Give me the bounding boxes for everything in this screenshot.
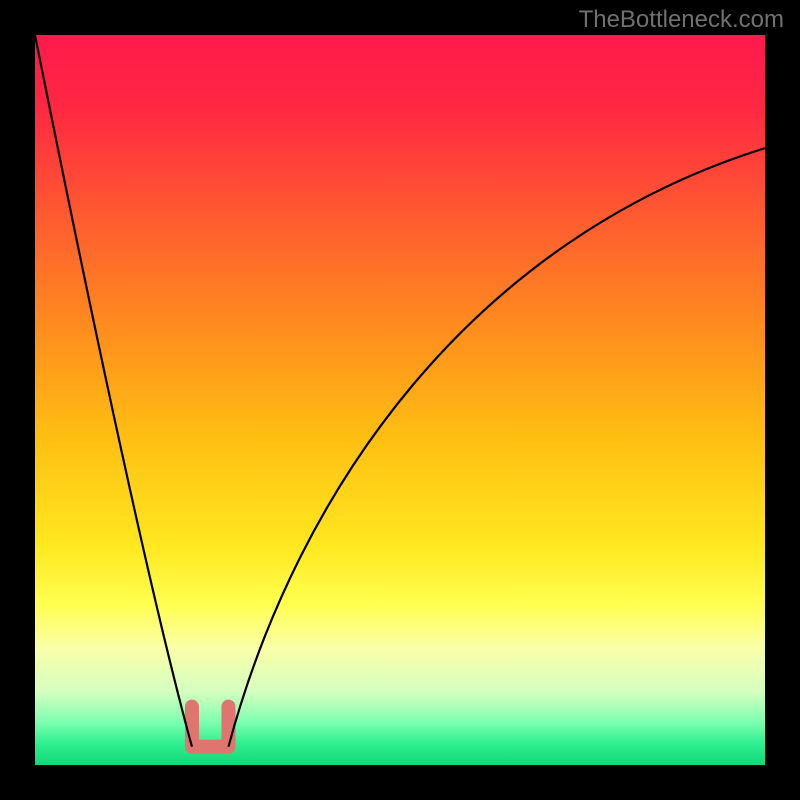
watermark-text: TheBottleneck.com: [579, 6, 784, 34]
bottleneck-chart: [35, 35, 765, 765]
chart-svg: [35, 35, 765, 765]
